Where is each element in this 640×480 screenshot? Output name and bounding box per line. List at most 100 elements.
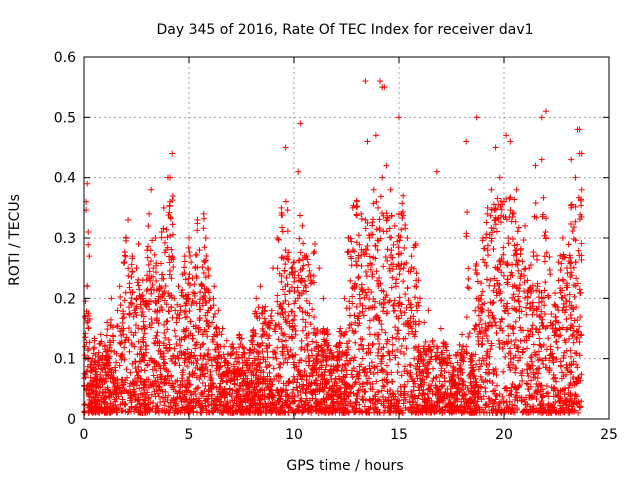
- data-point: [146, 407, 153, 414]
- data-point: [504, 281, 511, 288]
- data-point: [263, 409, 270, 416]
- data-point: [507, 345, 514, 352]
- data-point: [202, 235, 209, 241]
- data-point: [352, 399, 359, 405]
- data-point: [167, 399, 174, 406]
- data-point: [349, 247, 356, 254]
- data-point: [574, 317, 581, 324]
- data-point: [153, 262, 160, 269]
- data-point: [148, 355, 155, 362]
- data-point: [341, 379, 348, 386]
- data-point: [331, 379, 338, 386]
- data-point: [455, 375, 462, 382]
- data-point: [213, 395, 220, 402]
- data-point: [312, 377, 319, 384]
- data-point: [331, 389, 338, 396]
- data-point: [110, 391, 117, 398]
- data-point: [568, 353, 575, 360]
- data-point: [208, 408, 215, 415]
- data-point: [500, 244, 507, 251]
- data-point: [367, 349, 374, 356]
- data-point: [310, 272, 317, 279]
- data-point: [312, 241, 318, 248]
- data-point: [484, 242, 491, 249]
- data-point: [300, 316, 307, 323]
- x-tick-label: 10: [285, 427, 303, 443]
- data-point: [223, 403, 230, 410]
- data-point: [544, 389, 551, 396]
- data-point: [577, 403, 584, 410]
- data-point: [352, 319, 359, 326]
- data-point: [534, 375, 541, 382]
- data-point: [193, 341, 200, 348]
- data-point: [127, 369, 134, 376]
- data-point: [375, 204, 381, 211]
- data-point: [133, 296, 140, 303]
- data-point: [560, 352, 567, 359]
- data-point: [178, 404, 185, 411]
- data-point: [129, 288, 136, 295]
- data-point: [298, 337, 305, 344]
- data-point: [341, 366, 348, 373]
- data-point: [524, 277, 531, 284]
- data-point: [116, 283, 123, 290]
- data-point: [491, 282, 498, 289]
- data-point: [570, 339, 577, 346]
- data-point: [337, 325, 344, 332]
- data-point: [503, 387, 510, 394]
- data-point: [535, 348, 542, 355]
- data-point: [536, 335, 543, 342]
- data-point: [354, 390, 361, 397]
- data-point: [185, 407, 192, 414]
- data-point: [186, 271, 193, 278]
- data-point: [381, 383, 388, 390]
- data-point: [259, 392, 266, 399]
- data-point: [321, 384, 328, 391]
- data-point: [110, 403, 117, 410]
- data-point: [198, 281, 205, 288]
- data-point: [474, 390, 481, 397]
- data-point: [148, 391, 155, 398]
- data-point: [472, 351, 479, 358]
- data-point: [427, 346, 434, 353]
- data-point: [300, 287, 307, 294]
- data-point: [568, 407, 575, 414]
- data-point: [421, 343, 428, 350]
- data-point: [353, 212, 360, 219]
- data-point: [411, 283, 418, 290]
- data-point: [260, 369, 267, 376]
- data-point: [124, 374, 131, 381]
- y-tick-label: 0.3: [54, 231, 76, 247]
- data-point: [269, 381, 276, 388]
- data-point: [388, 247, 395, 254]
- data-point: [396, 114, 402, 121]
- data-point: [255, 388, 262, 395]
- data-point: [300, 240, 307, 247]
- data-point: [383, 340, 390, 347]
- data-point: [153, 386, 160, 393]
- data-point: [466, 330, 473, 337]
- data-point: [380, 398, 387, 405]
- data-point: [348, 384, 355, 391]
- data-point: [216, 366, 223, 373]
- data-point: [266, 390, 273, 397]
- data-point: [141, 367, 148, 374]
- data-point: [484, 204, 491, 211]
- data-point: [569, 331, 576, 338]
- data-point: [285, 312, 292, 319]
- data-point: [562, 397, 569, 404]
- data-point: [488, 235, 495, 242]
- data-point: [134, 397, 141, 404]
- data-point: [211, 356, 218, 363]
- data-point: [465, 275, 472, 282]
- data-point: [395, 244, 402, 251]
- data-point: [148, 186, 155, 193]
- y-axis-label: ROTI / TECUs: [7, 194, 23, 286]
- data-point: [424, 366, 431, 373]
- data-point: [285, 409, 292, 416]
- data-point: [363, 292, 370, 299]
- data-point: [555, 319, 562, 326]
- data-point: [358, 215, 365, 222]
- data-point: [246, 388, 253, 395]
- data-point: [135, 363, 142, 370]
